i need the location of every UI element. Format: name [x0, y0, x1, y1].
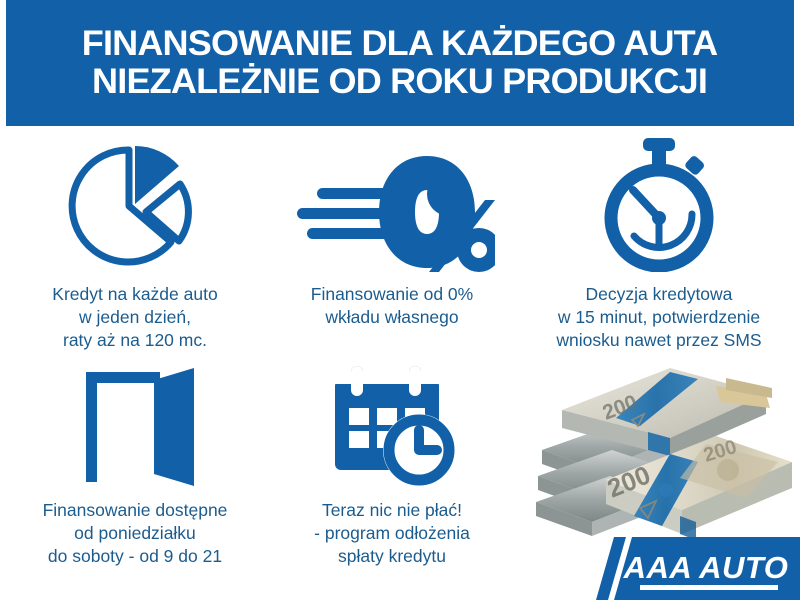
calendar-clock-icon	[327, 358, 457, 488]
caption-line: Decyzja kredytowa	[585, 284, 733, 304]
caption-line: do soboty - od 9 do 21	[47, 545, 223, 566]
feature-item-fast-decision: Decyzja kredytowa w 15 minut, potwierdze…	[518, 132, 800, 362]
feature-item-opening-hours: Finansowanie dostępne od poniedziałku do…	[4, 358, 266, 598]
feature-item-deferred-payment: Teraz nic nie płać! - program odłożenia …	[266, 358, 518, 598]
banknote-stacks-photo: 200 200 200	[520, 358, 792, 548]
caption-line: w jeden dzień,	[79, 306, 191, 327]
feature-caption: Teraz nic nie płać! - program odłożenia …	[314, 499, 470, 567]
feature-caption: Finansowanie od 0% wkładu własnego	[311, 283, 473, 329]
feature-grid: Kredyt na każde auto w jeden dzień, raty…	[0, 126, 800, 600]
header-banner: FINANSOWANIE DLA KAŻDEGO AUTA NIEZALEŻNI…	[0, 0, 800, 126]
stopwatch-icon	[589, 132, 729, 272]
pie-chart-icon	[67, 132, 203, 272]
feature-caption: Finansowanie dostępne od poniedziałku do…	[43, 499, 228, 567]
caption-line: w 15 minut, potwierdzenie	[557, 306, 761, 327]
caption-line: Finansowanie od 0%	[310, 284, 474, 304]
open-door-icon	[70, 358, 200, 488]
caption-line: Teraz nic nie płać!	[321, 500, 463, 520]
caption-line: wniosku nawet przez SMS	[556, 329, 762, 350]
zero-percent-icon	[289, 132, 495, 272]
aaa-auto-logo: AAA AUTO	[596, 537, 800, 600]
feature-item-zero-percent: Finansowanie od 0% wkładu własnego	[266, 132, 518, 362]
feature-item-credit: Kredyt na każde auto w jeden dzień, raty…	[4, 132, 266, 362]
caption-line: Finansowanie dostępne	[42, 500, 228, 520]
caption-line: wkładu własnego	[325, 306, 459, 327]
banner-headline-line2: NIEZALEŻNIE OD ROKU PRODUKCJI	[92, 62, 708, 101]
banner-headline-line1: FINANSOWANIE DLA KAŻDEGO AUTA	[82, 24, 718, 64]
caption-line: spłaty kredytu	[338, 545, 446, 566]
caption-line: - program odłożenia	[314, 522, 470, 543]
caption-line: od poniedziałku	[74, 522, 196, 543]
caption-line: Kredyt na każde auto	[52, 284, 218, 304]
caption-line: raty aż na 120 mc.	[63, 329, 207, 350]
logo-text: AAA AUTO	[623, 550, 789, 585]
feature-caption: Decyzja kredytowa w 15 minut, potwierdze…	[556, 283, 761, 351]
feature-caption: Kredyt na każde auto w jeden dzień, raty…	[52, 283, 217, 351]
